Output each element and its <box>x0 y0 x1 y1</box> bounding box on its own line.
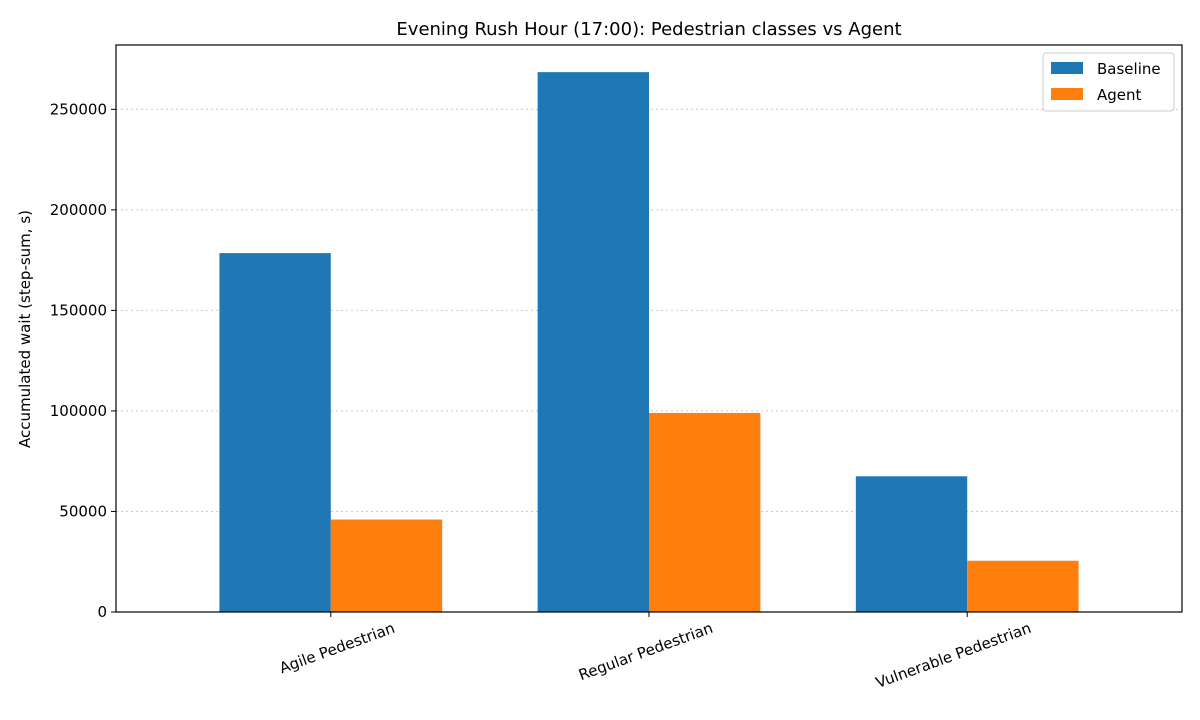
legend-label-baseline: Baseline <box>1097 60 1161 78</box>
y-tick-label: 50000 <box>59 502 107 520</box>
x-tick-label: Regular Pedestrian <box>576 619 715 684</box>
x-axis-ticks: Agile Pedestrian Regular Pedestrian Vulner… <box>277 612 1034 692</box>
x-tick-label: Vulnerable Pedestrian <box>873 619 1033 692</box>
legend-label-agent: Agent <box>1097 86 1142 104</box>
bar-baseline-vulnerable-pedestrian <box>855 476 968 612</box>
legend: Baseline Agent <box>1042 52 1175 112</box>
y-axis-label: Accumulated wait (step-sum, s) <box>16 210 34 448</box>
y-tick-label: 150000 <box>50 301 107 319</box>
x-tick-label: Agile Pedestrian <box>277 619 397 677</box>
legend-swatch-baseline <box>1051 62 1083 74</box>
chart-title: Evening Rush Hour (17:00): Pedestrian cl… <box>396 19 901 40</box>
y-tick-label: 0 <box>97 603 107 621</box>
bar-agent-agile-pedestrian <box>330 519 443 612</box>
bar-agent-regular-pedestrian <box>649 412 761 612</box>
y-tick-label: 250000 <box>50 100 107 118</box>
bar-agent-vulnerable-pedestrian <box>967 560 1079 612</box>
y-tick-label: 200000 <box>50 201 107 219</box>
y-tick-label: 100000 <box>50 402 107 420</box>
bars <box>219 72 1079 612</box>
bar-baseline-agile-pedestrian <box>219 253 331 612</box>
y-axis-ticks: 0 50000 100000 150000 200000 250000 <box>50 100 116 621</box>
bar-baseline-regular-pedestrian <box>537 72 649 612</box>
legend-swatch-agent <box>1051 88 1083 100</box>
